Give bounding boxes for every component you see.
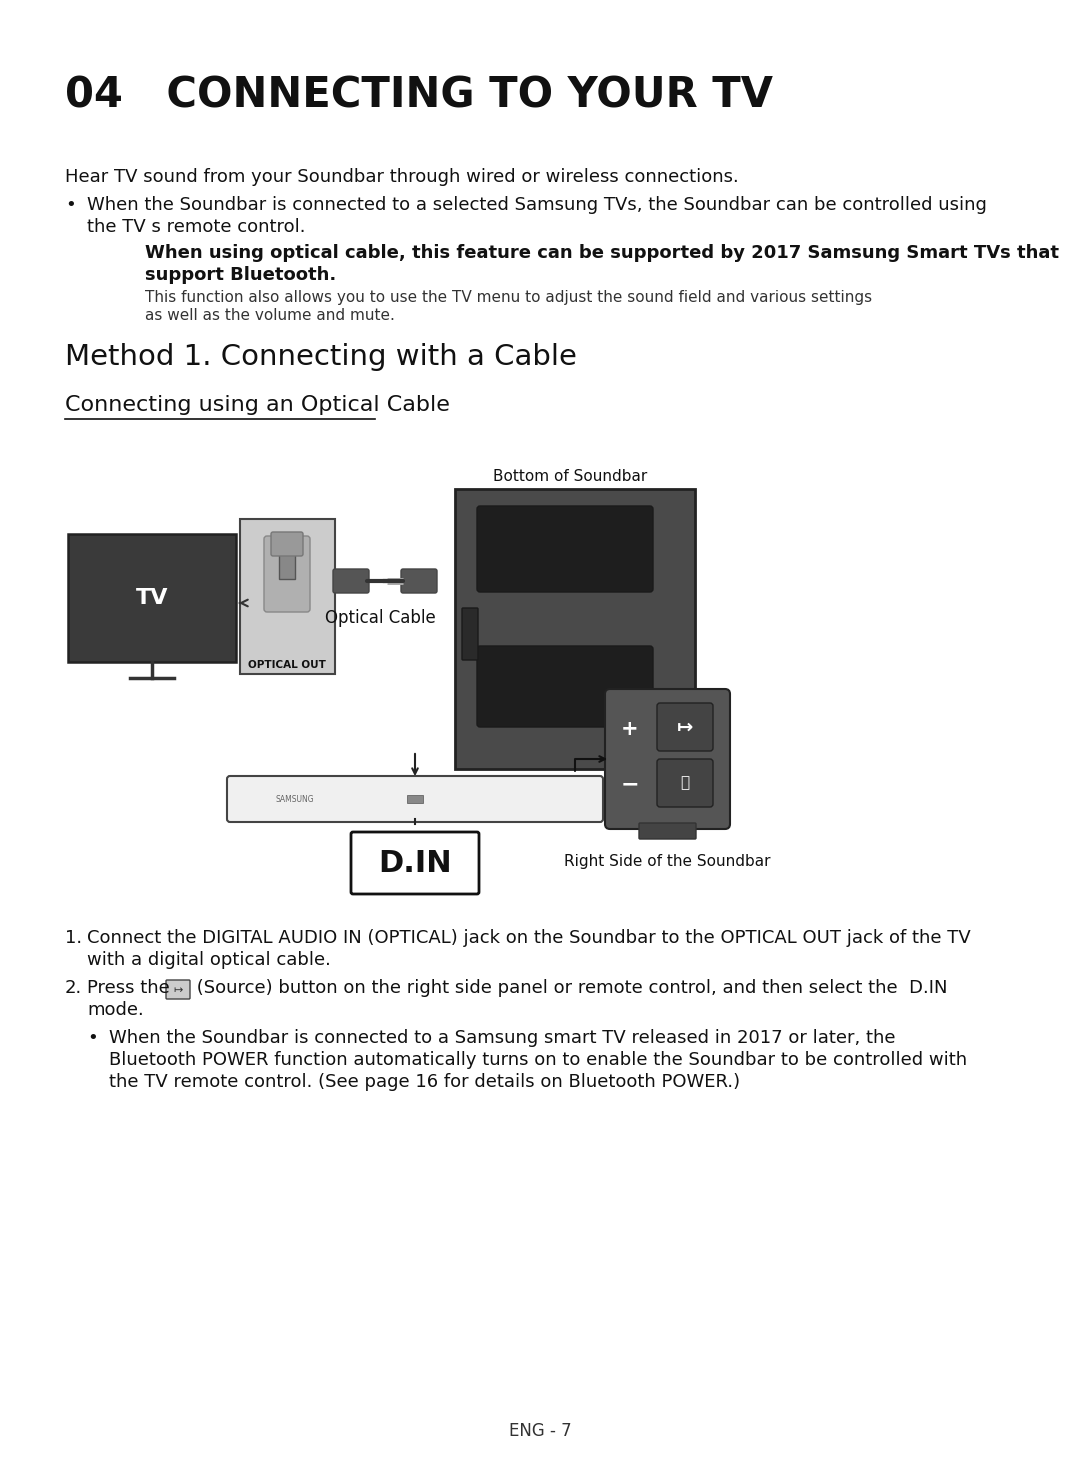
Text: Optical Cable: Optical Cable: [325, 609, 435, 627]
Text: ENG - 7: ENG - 7: [509, 1421, 571, 1441]
Text: Bottom of Soundbar: Bottom of Soundbar: [492, 469, 647, 484]
Text: −: −: [621, 774, 639, 794]
Text: OPTICAL OUT: OPTICAL OUT: [248, 660, 326, 670]
FancyBboxPatch shape: [264, 535, 310, 612]
Text: •: •: [65, 197, 76, 214]
Text: 04   CONNECTING TO YOUR TV: 04 CONNECTING TO YOUR TV: [65, 75, 773, 117]
FancyBboxPatch shape: [462, 608, 478, 660]
Text: the TV s remote control.: the TV s remote control.: [87, 217, 306, 237]
Text: (Source) button on the right side panel or remote control, and then select the  : (Source) button on the right side panel …: [191, 979, 947, 997]
FancyBboxPatch shape: [401, 569, 437, 593]
Text: Connecting using an Optical Cable: Connecting using an Optical Cable: [65, 395, 450, 416]
FancyBboxPatch shape: [271, 532, 303, 556]
Text: mode.: mode.: [87, 1001, 144, 1019]
Text: Bluetooth POWER function automatically turns on to enable the Soundbar to be con: Bluetooth POWER function automatically t…: [109, 1052, 967, 1069]
Text: 1.: 1.: [65, 929, 82, 947]
Text: ↦: ↦: [677, 717, 693, 737]
Text: SAMSUNG: SAMSUNG: [275, 794, 313, 803]
Text: Press the: Press the: [87, 979, 170, 997]
Text: Method 1. Connecting with a Cable: Method 1. Connecting with a Cable: [65, 343, 577, 371]
Bar: [407, 796, 423, 803]
Text: with a digital optical cable.: with a digital optical cable.: [87, 951, 330, 969]
Text: support Bluetooth.: support Bluetooth.: [145, 266, 336, 284]
FancyBboxPatch shape: [477, 506, 653, 592]
FancyBboxPatch shape: [657, 759, 713, 808]
Text: •: •: [87, 1029, 98, 1047]
Bar: [68, 534, 237, 663]
FancyBboxPatch shape: [657, 703, 713, 751]
Text: Connect the DIGITAL AUDIO IN (OPTICAL) jack on the Soundbar to the OPTICAL OUT j: Connect the DIGITAL AUDIO IN (OPTICAL) j…: [87, 929, 971, 947]
Text: When using optical cable, this feature can be supported by 2017 Samsung Smart TV: When using optical cable, this feature c…: [145, 244, 1059, 262]
Text: ⏻: ⏻: [680, 775, 689, 790]
FancyBboxPatch shape: [455, 490, 696, 769]
Text: D.IN: D.IN: [378, 849, 451, 877]
Text: Right Side of the Soundbar: Right Side of the Soundbar: [564, 853, 770, 870]
Text: When the Soundbar is connected to a selected Samsung TVs, the Soundbar can be co: When the Soundbar is connected to a sele…: [87, 197, 987, 214]
FancyBboxPatch shape: [605, 689, 730, 830]
Text: +: +: [621, 719, 638, 740]
Text: as well as the volume and mute.: as well as the volume and mute.: [145, 308, 395, 322]
Text: ↦: ↦: [173, 985, 183, 995]
Text: Hear TV sound from your Soundbar through wired or wireless connections.: Hear TV sound from your Soundbar through…: [65, 169, 739, 186]
Text: 2.: 2.: [65, 979, 82, 997]
Bar: [240, 519, 335, 674]
Bar: [279, 555, 295, 578]
FancyBboxPatch shape: [351, 833, 480, 893]
FancyBboxPatch shape: [333, 569, 369, 593]
Text: This function also allows you to use the TV menu to adjust the sound field and v: This function also allows you to use the…: [145, 290, 873, 305]
Text: When the Soundbar is connected to a Samsung smart TV released in 2017 or later, : When the Soundbar is connected to a Sams…: [109, 1029, 895, 1047]
Text: TV: TV: [136, 589, 168, 608]
Text: the TV remote control. (See page 16 for details on Bluetooth POWER.): the TV remote control. (See page 16 for …: [109, 1072, 740, 1092]
FancyBboxPatch shape: [639, 822, 696, 839]
FancyBboxPatch shape: [477, 646, 653, 728]
FancyBboxPatch shape: [166, 981, 190, 998]
FancyBboxPatch shape: [227, 776, 603, 822]
